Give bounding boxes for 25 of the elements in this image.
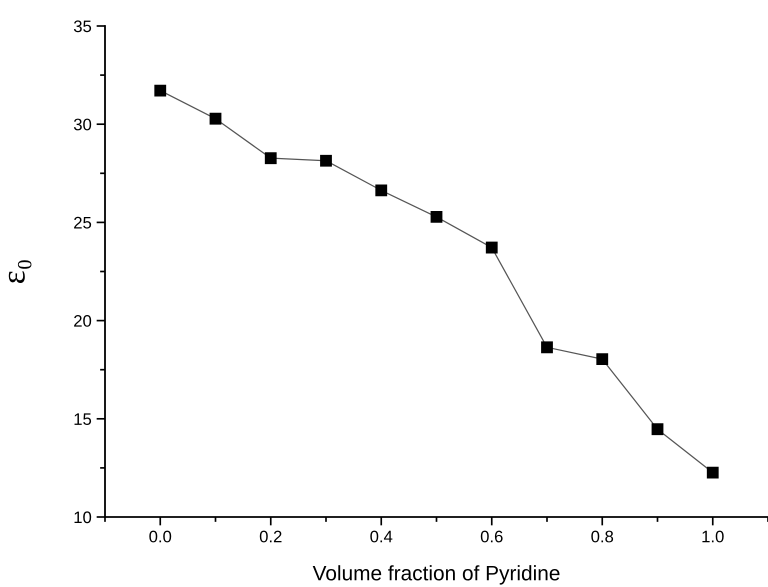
y-tick-label: 20 bbox=[74, 315, 92, 327]
y-axis-title: ε₀ bbox=[8, 260, 32, 284]
y-tick-label: 35 bbox=[74, 20, 92, 32]
point bbox=[706, 466, 719, 479]
point bbox=[596, 353, 608, 365]
x-tick-label: 0.2 bbox=[260, 530, 282, 542]
y-tick-label: 25 bbox=[74, 216, 92, 229]
point bbox=[541, 341, 553, 354]
x-tick-label: 1.0 bbox=[702, 530, 724, 542]
point bbox=[430, 211, 442, 223]
x-tick-label: 0.6 bbox=[480, 530, 503, 542]
y-tick-label: 15 bbox=[74, 413, 92, 426]
y-tick-label: 30 bbox=[74, 118, 92, 130]
point bbox=[486, 242, 498, 254]
point bbox=[154, 84, 166, 97]
x-tick-label: 0.0 bbox=[149, 530, 172, 542]
point bbox=[210, 112, 222, 125]
x-tick-label: 0.4 bbox=[370, 530, 392, 542]
point bbox=[320, 154, 332, 167]
x-axis-title: Volume fraction of Pyridine bbox=[312, 565, 560, 585]
point bbox=[264, 152, 277, 164]
y-tick-label: 10 bbox=[74, 511, 92, 524]
x-tick-label: 0.8 bbox=[591, 530, 614, 542]
point bbox=[652, 423, 664, 436]
point bbox=[375, 184, 388, 196]
